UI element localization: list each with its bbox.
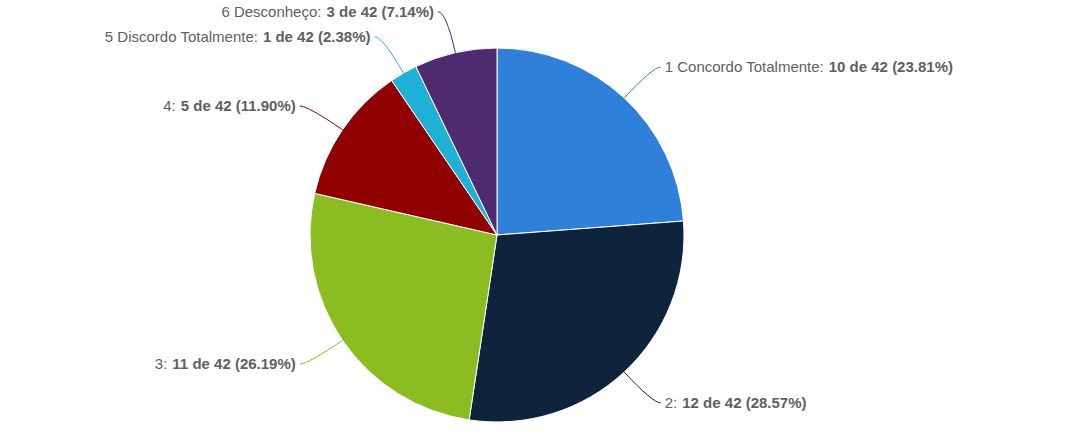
- label-category: 6 Desconheço:: [221, 3, 321, 20]
- data-label: 6 Desconheço: 3 de 42 (7.14%): [221, 3, 434, 20]
- data-label: 2:12 de 42 (28.57%): [665, 394, 807, 411]
- connector: [624, 67, 661, 98]
- connector: [375, 37, 404, 73]
- label-value: 11 de 42 (26.19%): [172, 355, 295, 372]
- connector: [300, 106, 343, 130]
- label-value: 3 de 42 (7.14%): [326, 3, 434, 20]
- label-value: 12 de 42 (28.57%): [682, 394, 806, 411]
- connector: [300, 340, 343, 364]
- pie-chart: 1 Concordo Totalmente: 10 de 42 (23.81%) 2…: [0, 0, 1067, 434]
- label-category: 3:: [155, 355, 168, 372]
- connector: [624, 372, 661, 403]
- pie-slice: [497, 48, 683, 235]
- data-labels: 1 Concordo Totalmente: 10 de 42 (23.81%) 2…: [105, 3, 953, 411]
- data-label: 3:11 de 42 (26.19%): [155, 355, 296, 372]
- label-value: 10 de 42 (23.81%): [829, 58, 953, 75]
- pie-slice: [416, 48, 497, 235]
- data-label: 1 Concordo Totalmente: 10 de 42 (23.81%): [665, 58, 953, 75]
- chart-container: 1 Concordo Totalmente: 10 de 42 (23.81%) 2…: [0, 0, 1067, 434]
- label-category: 4:: [163, 97, 176, 114]
- label-category: 2:: [665, 394, 678, 411]
- data-label: 5 Discordo Totalmente: 1 de 42 (2.38%): [105, 28, 371, 45]
- pie-slice: [469, 221, 684, 422]
- label-category: 5 Discordo Totalmente:: [105, 28, 258, 45]
- label-value: 5 de 42 (11.90%): [181, 97, 296, 114]
- slices: [310, 48, 684, 422]
- data-label: 4: 5 de 42 (11.90%): [163, 97, 296, 114]
- label-category: 1 Concordo Totalmente:: [665, 58, 824, 75]
- label-value: 1 de 42 (2.38%): [263, 28, 371, 45]
- connector: [438, 12, 455, 53]
